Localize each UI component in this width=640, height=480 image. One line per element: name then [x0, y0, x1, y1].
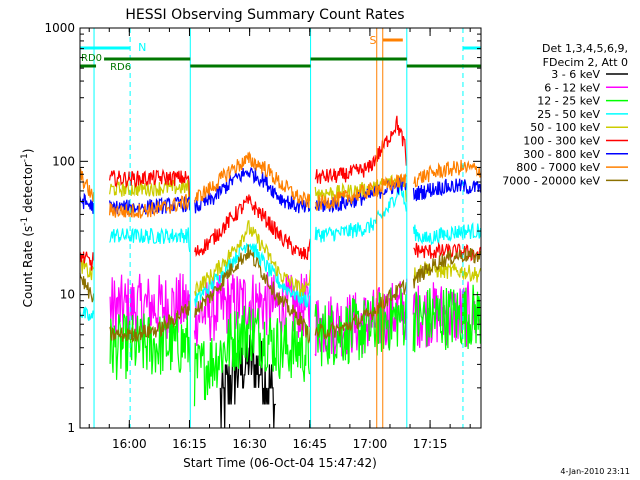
legend-entry-label: 3 - 6 keV	[551, 68, 600, 81]
series-25-50-kev	[79, 182, 482, 321]
y-axis: 1 10 100 1000	[44, 21, 481, 435]
plot-frame	[79, 27, 482, 429]
rd0-label: RD0	[81, 53, 102, 64]
rd6-label: RD6	[110, 62, 131, 73]
y-tick-label: 10	[60, 288, 75, 302]
series-50-100-kev	[79, 174, 482, 297]
legend-entry-label: 50 - 100 keV	[530, 121, 600, 134]
y-axis-label-sup1: -1	[20, 217, 30, 226]
legend: Det 1,3,4,5,6,9, FDecim 2, Att 0 3 - 6 k…	[502, 42, 628, 187]
x-tick-label: 17:15	[413, 437, 448, 451]
x-axis: 16:00 16:15 16:30 16:45 17:00 17:15	[88, 28, 471, 451]
series-12-25-kev	[109, 284, 481, 407]
legend-entry-label: 300 - 800 keV	[523, 148, 600, 161]
date-stamp: 4-Jan-2010 23:11	[560, 467, 630, 476]
x-tick-label: 17:00	[353, 437, 388, 451]
y-axis-label-main: Count Rate (s	[21, 226, 35, 308]
series-7000-20000-kev	[79, 244, 482, 344]
series-6-12-kev	[109, 272, 481, 357]
legend-entry-label: 12 - 25 keV	[537, 95, 600, 108]
series-line	[109, 272, 481, 357]
series-line	[79, 182, 482, 321]
series-line	[79, 244, 482, 344]
saa-label: S	[370, 34, 377, 47]
plot-area: N S RD0 RD6	[79, 27, 482, 429]
legend-entry-label: 100 - 300 keV	[523, 135, 600, 148]
chart-title: HESSI Observing Summary Count Rates	[125, 7, 404, 23]
legend-entry-label: 7000 - 20000 keV	[502, 174, 600, 187]
x-axis-label: Start Time (06-Oct-04 15:47:42)	[183, 456, 377, 470]
x-tick-label: 16:45	[292, 437, 327, 451]
y-tick-label: 1000	[44, 21, 75, 35]
y-axis-label: Count Rate (s-1 detector-1)	[20, 149, 35, 308]
series-3-6-kev	[219, 329, 276, 429]
night-label: N	[138, 41, 146, 54]
series-line	[79, 174, 482, 297]
legend-header-line1: Det 1,3,4,5,6,9,	[542, 42, 628, 55]
y-tick-label: 1	[67, 421, 75, 435]
y-tick-label: 100	[52, 154, 75, 168]
series-100-300-kev	[79, 115, 482, 271]
series-line	[79, 150, 482, 219]
legend-entry-label: 6 - 12 keV	[544, 81, 600, 94]
x-tick-label: 16:30	[232, 437, 267, 451]
legend-entry-label: 25 - 50 keV	[537, 108, 600, 121]
x-tick-label: 16:00	[112, 437, 147, 451]
series-800-7000-kev	[79, 150, 482, 219]
y-axis-label-sup2: -1	[20, 153, 30, 162]
legend-entry-label: 800 - 7000 keV	[516, 161, 600, 174]
x-tick-label: 16:15	[172, 437, 207, 451]
series-line	[79, 115, 482, 271]
y-axis-label-mid: detector	[21, 162, 35, 217]
series-line	[109, 284, 481, 407]
series-line	[219, 329, 276, 429]
y-axis-label-end: )	[21, 149, 35, 154]
legend-header-line2: FDecim 2, Att 0	[543, 56, 628, 69]
